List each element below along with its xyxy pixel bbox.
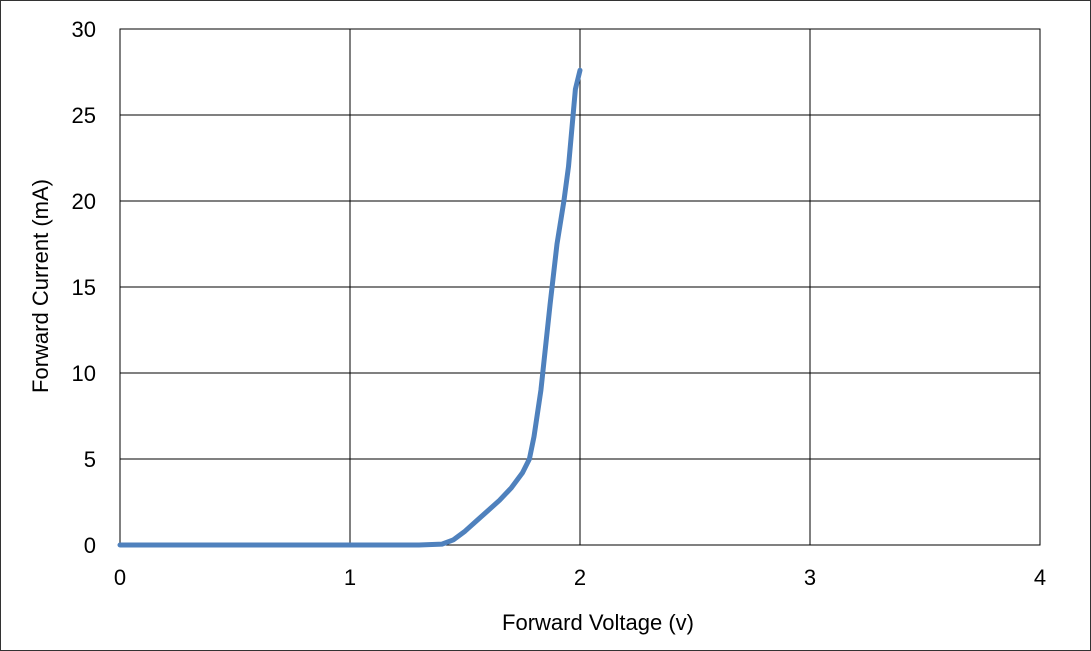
y-axis-title: Forward Current (mA) [28, 179, 53, 393]
x-tick-label: 3 [804, 565, 816, 590]
x-tick-label: 4 [1034, 565, 1046, 590]
y-tick-label: 30 [72, 17, 96, 42]
y-tick-label: 10 [72, 361, 96, 386]
series-group [117, 67, 583, 548]
y-tick-label: 0 [84, 533, 96, 558]
y-tick-labels: 0 5 10 15 20 25 30 [72, 17, 96, 558]
x-axis-title: Forward Voltage (v) [502, 610, 694, 635]
y-tick-label: 20 [72, 189, 96, 214]
x-tick-label: 0 [114, 565, 126, 590]
x-tick-labels: 0 1 2 3 4 [114, 565, 1046, 590]
y-tick-label: 15 [72, 275, 96, 300]
y-tick-label: 25 [72, 103, 96, 128]
x-tick-label: 1 [344, 565, 356, 590]
y-tick-label: 5 [84, 447, 96, 472]
x-tick-label: 2 [574, 565, 586, 590]
series-line [117, 67, 583, 548]
grid [119, 28, 1041, 546]
